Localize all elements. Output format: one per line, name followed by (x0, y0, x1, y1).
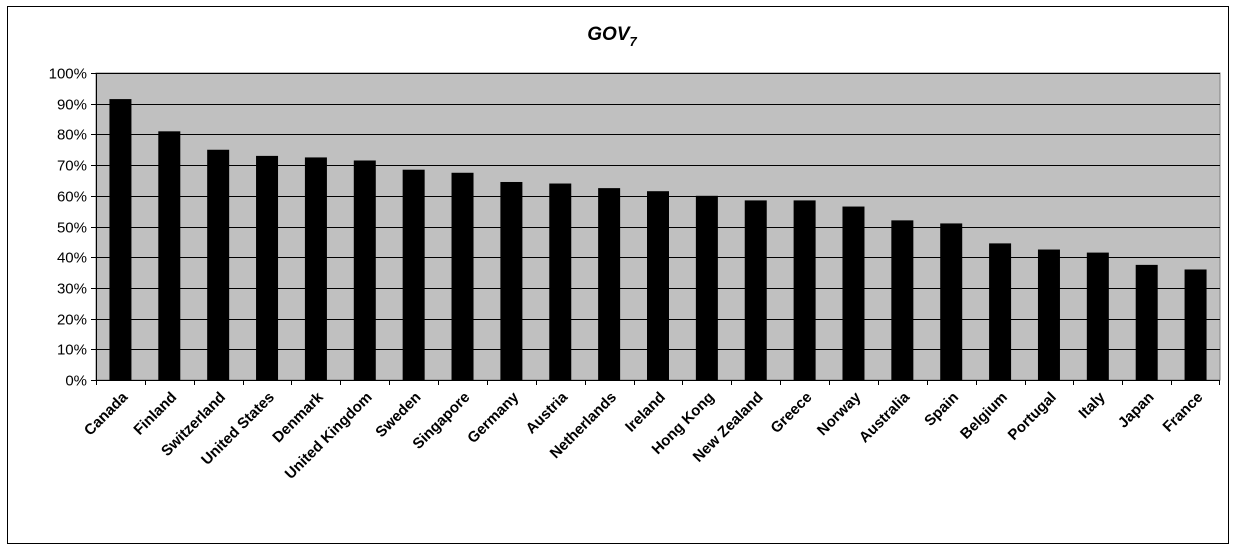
bar (353, 160, 376, 380)
bar (256, 155, 279, 380)
x-category-label: France (1160, 389, 1207, 436)
x-category-label: Belgium (957, 389, 1011, 443)
bar (647, 191, 669, 380)
y-tick-label: 40% (57, 250, 87, 267)
x-category-label: Australia (856, 388, 914, 446)
x-category-label: Germany (464, 388, 522, 446)
bar (109, 99, 132, 380)
y-tick-label: 90% (57, 97, 87, 114)
bar (1086, 252, 1109, 380)
x-category-label: Greece (767, 389, 815, 437)
y-tick-label: 80% (57, 127, 87, 144)
bar (940, 223, 963, 380)
y-tick-label: 60% (57, 189, 87, 206)
chart-title: GOV7 (587, 24, 637, 49)
bar (695, 195, 718, 380)
plot-area: 0%10%20%30%40%50%60%70%80%90%100%Canada F… (49, 66, 1221, 483)
bar (158, 131, 181, 380)
bar (451, 172, 474, 380)
y-tick-label: 20% (57, 312, 87, 329)
bar (207, 149, 230, 380)
y-tick-label: 50% (57, 220, 87, 237)
x-category-label: Finland (130, 389, 180, 439)
bar (598, 188, 621, 380)
y-tick-label: 100% (49, 66, 87, 83)
bar (793, 200, 816, 380)
bar (989, 243, 1012, 380)
bar (402, 169, 425, 380)
x-category-label: Japan (1115, 389, 1158, 432)
bar (500, 181, 523, 380)
x-category-label: United Kingdom (282, 389, 376, 483)
y-tick-label: 0% (65, 373, 87, 390)
bar (549, 183, 572, 380)
bar (1184, 269, 1207, 380)
y-tick-label: 70% (57, 158, 87, 175)
chart-frame: GOV7 0% 10% 20% 30% 40% 50% 60% 70% 80% 90% 100% Ca… (7, 6, 1229, 544)
bar (304, 157, 327, 380)
x-category-label: Canada (81, 388, 132, 439)
bar (1135, 264, 1158, 380)
x-category-label: Austria (523, 388, 572, 437)
y-tick-label: 30% (57, 281, 87, 298)
y-tick-label: 10% (57, 342, 87, 359)
bar (744, 200, 767, 380)
x-category-label: Spain (921, 389, 962, 430)
x-category-label: Ireland (622, 389, 669, 436)
chart-title-subscript: 7 (630, 34, 638, 49)
x-category-label: Italy (1075, 388, 1109, 422)
bar (1037, 249, 1060, 380)
bar-chart: GOV7 0% 10% 20% 30% 40% 50% 60% 70% 80% 90% 100% Ca… (49, 24, 1221, 483)
chart-title-main: GOV (587, 24, 631, 45)
bar (891, 220, 914, 380)
bar (842, 206, 865, 380)
x-category-label: Portugal (1005, 389, 1060, 444)
